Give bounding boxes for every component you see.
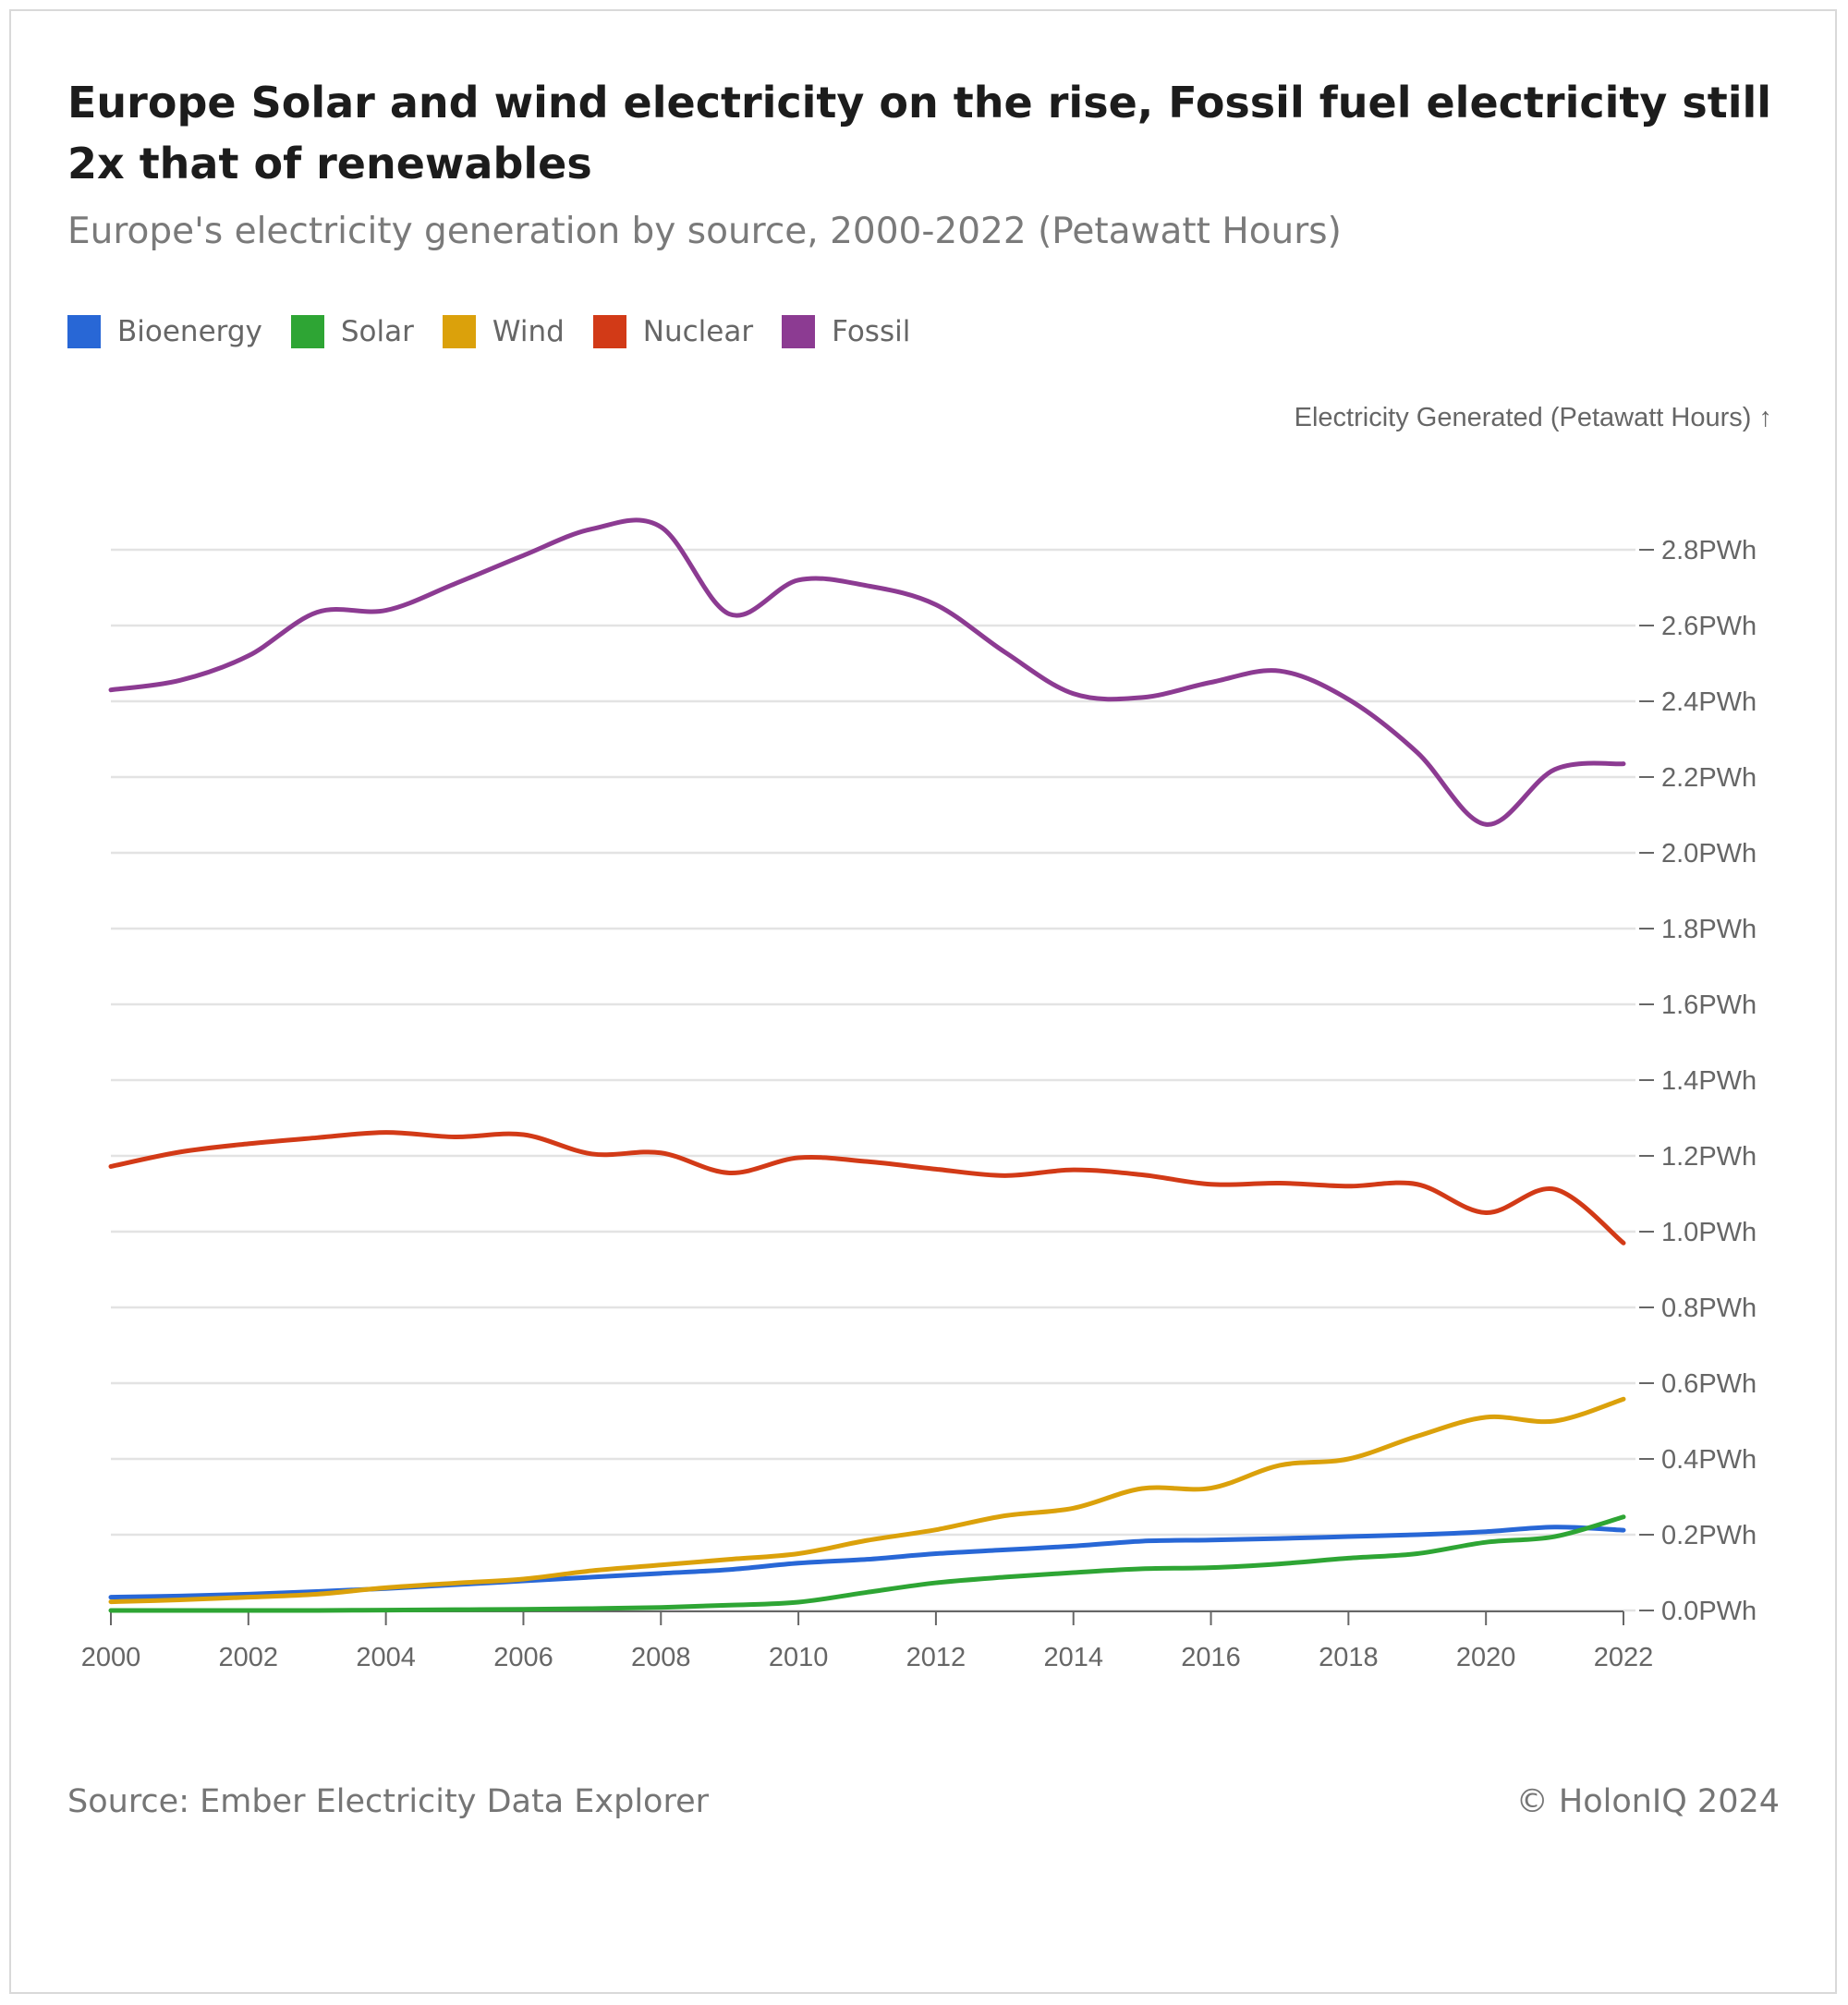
series-line-wind[interactable] <box>108 1396 1626 1605</box>
x-tick-label: 2016 <box>1181 1643 1241 1672</box>
legend-swatch-solar <box>290 315 324 348</box>
y-tick-label: 0.4PWh <box>1661 1445 1757 1475</box>
series-line-nuclear[interactable] <box>108 1130 1626 1246</box>
legend-label-solar: Solar <box>340 315 414 348</box>
chart-subtitle: Europe's electricity generation by sourc… <box>67 211 1342 252</box>
legend-swatch-fossil <box>782 315 816 348</box>
x-tick-label: 2004 <box>356 1643 416 1672</box>
y-tick-label: 2.2PWh <box>1661 763 1757 793</box>
series-line-solar[interactable] <box>108 1514 1626 1613</box>
y-tick-label: 1.4PWh <box>1661 1066 1757 1096</box>
x-tick-label: 2022 <box>1594 1643 1654 1672</box>
y-tick-label: 1.0PWh <box>1661 1218 1757 1247</box>
source-note: Source: Ember Electricity Data Explorer <box>67 1783 710 1820</box>
y-tick-label: 2.6PWh <box>1661 612 1757 641</box>
y-tick-label: 1.8PWh <box>1661 915 1757 944</box>
y-tick-label: 2.0PWh <box>1661 839 1757 869</box>
y-tick-label: 0.6PWh <box>1661 1369 1757 1399</box>
series-line-fossil[interactable] <box>108 517 1626 827</box>
legend-label-fossil: Fossil <box>832 315 911 348</box>
x-tick-label: 2006 <box>493 1643 553 1672</box>
x-tick-label: 2018 <box>1319 1643 1379 1672</box>
x-tick-label: 2020 <box>1456 1643 1516 1672</box>
y-tick-label: 1.2PWh <box>1661 1142 1757 1172</box>
x-axis: 2000 2002 2004 2006 2008 2010 2012 2014 2016 2018… <box>81 1610 1654 1672</box>
x-tick-label: 2010 <box>769 1643 829 1672</box>
legend-label-nuclear: Nuclear <box>642 315 754 348</box>
y-axis-ticks: 0.0PWh 0.2PWh 0.4PWh 0.6PWh 0.8PWh 1.0PWh 1.2P… <box>1639 536 1757 1626</box>
y-tick-label: 0.0PWh <box>1661 1597 1757 1626</box>
y-tick-label: 2.8PWh <box>1661 536 1757 565</box>
legend-swatch-bioenergy <box>67 315 101 348</box>
x-tick-label: 2000 <box>81 1643 141 1672</box>
series-lines <box>108 517 1626 1613</box>
y-tick-label: 0.8PWh <box>1661 1294 1757 1323</box>
gridlines <box>111 548 1635 1612</box>
x-tick-label: 2014 <box>1043 1643 1103 1672</box>
legend-item-nuclear[interactable]: Nuclear <box>592 315 754 348</box>
y-tick-label: 0.2PWh <box>1661 1521 1757 1550</box>
x-tick-label: 2008 <box>631 1643 691 1672</box>
legend-item-solar[interactable]: Solar <box>290 315 414 348</box>
x-tick-label: 2002 <box>219 1643 279 1672</box>
legend-label-wind: Wind <box>492 315 565 348</box>
y-axis-title: Electricity Generated (Petawatt Hours) ↑ <box>1295 403 1772 432</box>
y-tick-label: 1.6PWh <box>1661 990 1757 1020</box>
x-tick-label: 2012 <box>906 1643 967 1672</box>
copyright-note: © HolonIQ 2024 <box>1515 1783 1780 1820</box>
legend-swatch-wind <box>442 315 476 348</box>
y-tick-label: 2.4PWh <box>1661 687 1757 717</box>
legend: Bioenergy Solar Wind Nuclear Fossil <box>67 315 939 348</box>
legend-item-bioenergy[interactable]: Bioenergy <box>67 315 262 348</box>
series-line-bioenergy[interactable] <box>108 1525 1626 1600</box>
chart-title: Europe Solar and wind electricity on the… <box>67 78 1772 188</box>
legend-item-fossil[interactable]: Fossil <box>782 315 910 348</box>
legend-label-bioenergy: Bioenergy <box>117 315 262 348</box>
legend-swatch-nuclear <box>592 315 626 348</box>
legend-item-wind[interactable]: Wind <box>442 315 565 348</box>
